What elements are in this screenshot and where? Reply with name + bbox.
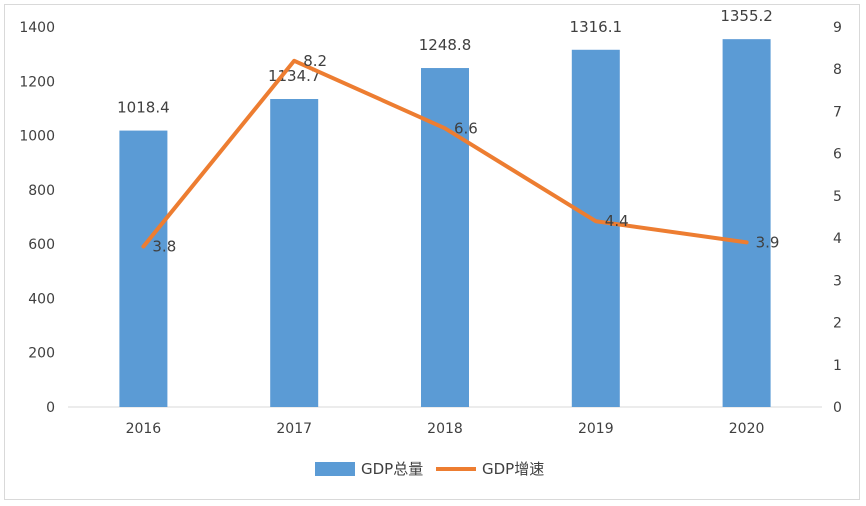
right-tick-label: 4 [833,231,842,247]
bar-value-label: 1316.1 [570,18,623,36]
left-tick-label: 800 [28,183,55,199]
line-data-labels: 3.8 8.2 6.6 4.4 3.9 [152,52,779,256]
right-tick-label: 7 [833,104,842,120]
left-tick-label: 1400 [19,20,55,36]
left-tick-label: 200 [28,346,55,362]
right-tick-label: 5 [833,189,842,205]
line-value-label: 3.9 [756,233,780,251]
x-tick-label: 2019 [578,421,614,437]
bar [119,130,168,407]
x-tick-label: 2018 [427,421,463,437]
bar [421,68,469,407]
left-tick-label: 0 [46,400,55,416]
bar-series [119,39,771,407]
bar-value-label: 1018.4 [117,99,170,117]
line-value-label: 8.2 [303,52,327,70]
bar [270,99,319,407]
bar-value-label: 1248.8 [419,36,472,54]
legend: GDP总量 GDP增速 [315,460,544,478]
right-tick-label: 1 [833,358,842,374]
right-tick-label: 3 [833,273,842,289]
left-tick-label: 600 [28,237,55,253]
left-tick-label: 1200 [19,74,55,90]
right-tick-label: 9 [833,20,842,36]
bar [571,49,620,407]
right-tick-label: 8 [833,62,842,78]
bar [722,39,771,407]
growth-line [141,58,749,249]
left-y-axis: 0 200 400 600 800 1000 1200 1400 [19,20,55,416]
x-tick-label: 2017 [276,421,312,437]
right-tick-label: 6 [833,147,842,163]
bar-data-labels: 1018.4 1134.7 1248.8 1316.1 1355.2 [117,7,773,116]
right-y-axis: 0 1 2 3 4 5 6 7 8 9 [833,20,842,416]
legend-label-bar: GDP总量 [361,460,423,478]
right-tick-label: 2 [833,316,842,332]
line-value-label: 4.4 [605,212,629,230]
right-tick-label: 0 [833,400,842,416]
legend-label-line: GDP增速 [482,460,544,478]
x-tick-label: 2020 [729,421,765,437]
line-series [141,58,749,249]
legend-swatch-bar [315,462,355,476]
line-value-label: 3.8 [152,238,176,256]
x-tick-label: 2016 [126,421,162,437]
x-axis-ticks: 2016 2017 2018 2019 2020 [126,421,765,437]
left-tick-label: 400 [28,291,55,307]
line-value-label: 6.6 [454,119,478,137]
bar-value-label: 1134.7 [268,67,321,85]
left-tick-label: 1000 [19,129,55,145]
bar-value-label: 1355.2 [720,7,773,25]
